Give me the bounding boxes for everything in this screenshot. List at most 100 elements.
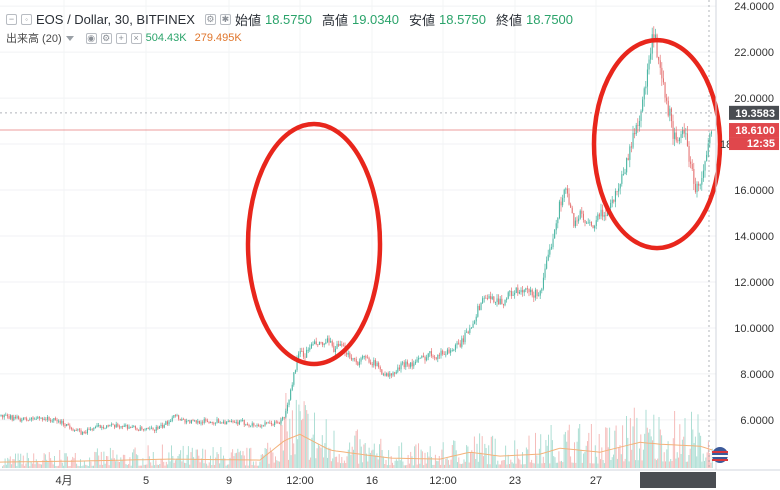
countdown-badge-bg xyxy=(729,137,779,151)
eye-icon[interactable]: ◉ xyxy=(85,32,97,44)
candle-body xyxy=(238,420,240,425)
flag-icon[interactable] xyxy=(712,447,728,463)
volume-bar xyxy=(26,452,28,468)
volume-bar xyxy=(628,461,630,468)
volume-bar xyxy=(301,420,302,468)
volume-bar xyxy=(186,454,188,468)
volume-bar xyxy=(512,463,514,468)
volume-bar xyxy=(20,453,22,468)
candle-body xyxy=(573,213,575,227)
volume-bar xyxy=(685,461,687,468)
volume-bar xyxy=(626,416,627,468)
volume-bar xyxy=(646,427,648,468)
volume-bar xyxy=(160,459,162,468)
volume-bar xyxy=(302,418,304,468)
candle-body xyxy=(214,422,216,424)
volume-bar xyxy=(505,445,507,468)
volume-bar xyxy=(111,458,113,468)
candle-body xyxy=(603,215,605,217)
volume-bar xyxy=(649,429,651,468)
pin-icon[interactable]: ◦ xyxy=(21,14,32,25)
candle-body xyxy=(405,361,407,368)
volume-bar xyxy=(265,448,267,468)
volume-bar xyxy=(382,456,384,468)
volume-bar xyxy=(5,464,7,468)
candle-body xyxy=(514,293,516,295)
chevron-down-icon[interactable] xyxy=(65,35,74,41)
gear-icon[interactable]: ✱ xyxy=(219,14,231,25)
candle-body xyxy=(280,419,282,424)
candle-body xyxy=(550,247,552,249)
candle-body xyxy=(680,134,682,138)
candle-body xyxy=(106,425,108,428)
volume-bar xyxy=(403,465,405,468)
volume-bar xyxy=(65,453,67,468)
candle-body xyxy=(427,353,429,358)
candle-body xyxy=(421,355,423,358)
close-icon[interactable]: × xyxy=(130,32,142,44)
candle-body xyxy=(136,428,138,430)
volume-bar xyxy=(95,452,97,468)
volume-bar xyxy=(28,458,29,468)
candle-body xyxy=(387,373,389,377)
volume-bar xyxy=(546,445,548,468)
candle-body xyxy=(373,360,375,366)
candle-body xyxy=(643,88,645,100)
volume-bar xyxy=(282,450,284,468)
candle-body xyxy=(94,427,96,428)
settings-icon[interactable]: ⚙ xyxy=(204,14,216,25)
volume-bar xyxy=(691,411,692,468)
volume-bar xyxy=(436,460,438,468)
volume-bar xyxy=(199,462,201,468)
candle-body xyxy=(595,220,597,226)
volume-bar xyxy=(360,446,362,468)
volume-bar xyxy=(351,446,353,468)
volume-bar xyxy=(272,452,274,468)
candle-body xyxy=(0,414,2,417)
candle-body xyxy=(555,223,557,231)
volume-bar xyxy=(16,466,18,468)
volume-bar xyxy=(277,461,279,468)
volume-bar xyxy=(2,466,3,468)
candle-body xyxy=(610,203,612,209)
volume-bar xyxy=(288,459,289,468)
volume-bar xyxy=(516,449,518,468)
volume-bar xyxy=(670,459,672,468)
volume-bar xyxy=(459,463,461,468)
volume-bar xyxy=(629,418,631,468)
candle-body xyxy=(630,146,632,148)
candle-body xyxy=(43,419,45,421)
volume-bar xyxy=(375,455,377,468)
volume-bar xyxy=(17,453,19,468)
volume-bar xyxy=(246,447,248,468)
collapse-icon[interactable]: − xyxy=(6,14,17,25)
candle-body xyxy=(48,417,50,420)
candle-body xyxy=(125,425,127,426)
volume-bar xyxy=(243,455,245,468)
volume-bar xyxy=(627,437,629,468)
volume-bar xyxy=(536,455,538,468)
volume-bar xyxy=(181,461,183,468)
candle-body xyxy=(658,57,660,61)
volume-bar xyxy=(237,448,239,468)
volume-bar xyxy=(414,446,416,468)
volume-bar xyxy=(315,458,317,468)
volume-bar xyxy=(213,465,215,468)
candle-body xyxy=(19,418,21,422)
volume-bar xyxy=(109,447,111,468)
volume-bar xyxy=(589,463,591,468)
volume-bar xyxy=(659,429,661,468)
settings-icon[interactable]: ⚙ xyxy=(100,32,112,44)
candle-body xyxy=(82,432,84,435)
volume-bar xyxy=(59,450,61,468)
volume-bar xyxy=(103,451,105,468)
volume-bar xyxy=(289,418,291,468)
volume-bar xyxy=(102,464,104,468)
candle-body xyxy=(118,426,120,428)
add-icon[interactable]: + xyxy=(115,32,127,44)
volume-bar xyxy=(155,460,157,468)
candle-body xyxy=(128,426,130,429)
volume-bar xyxy=(148,456,150,468)
candle-body xyxy=(67,424,69,426)
